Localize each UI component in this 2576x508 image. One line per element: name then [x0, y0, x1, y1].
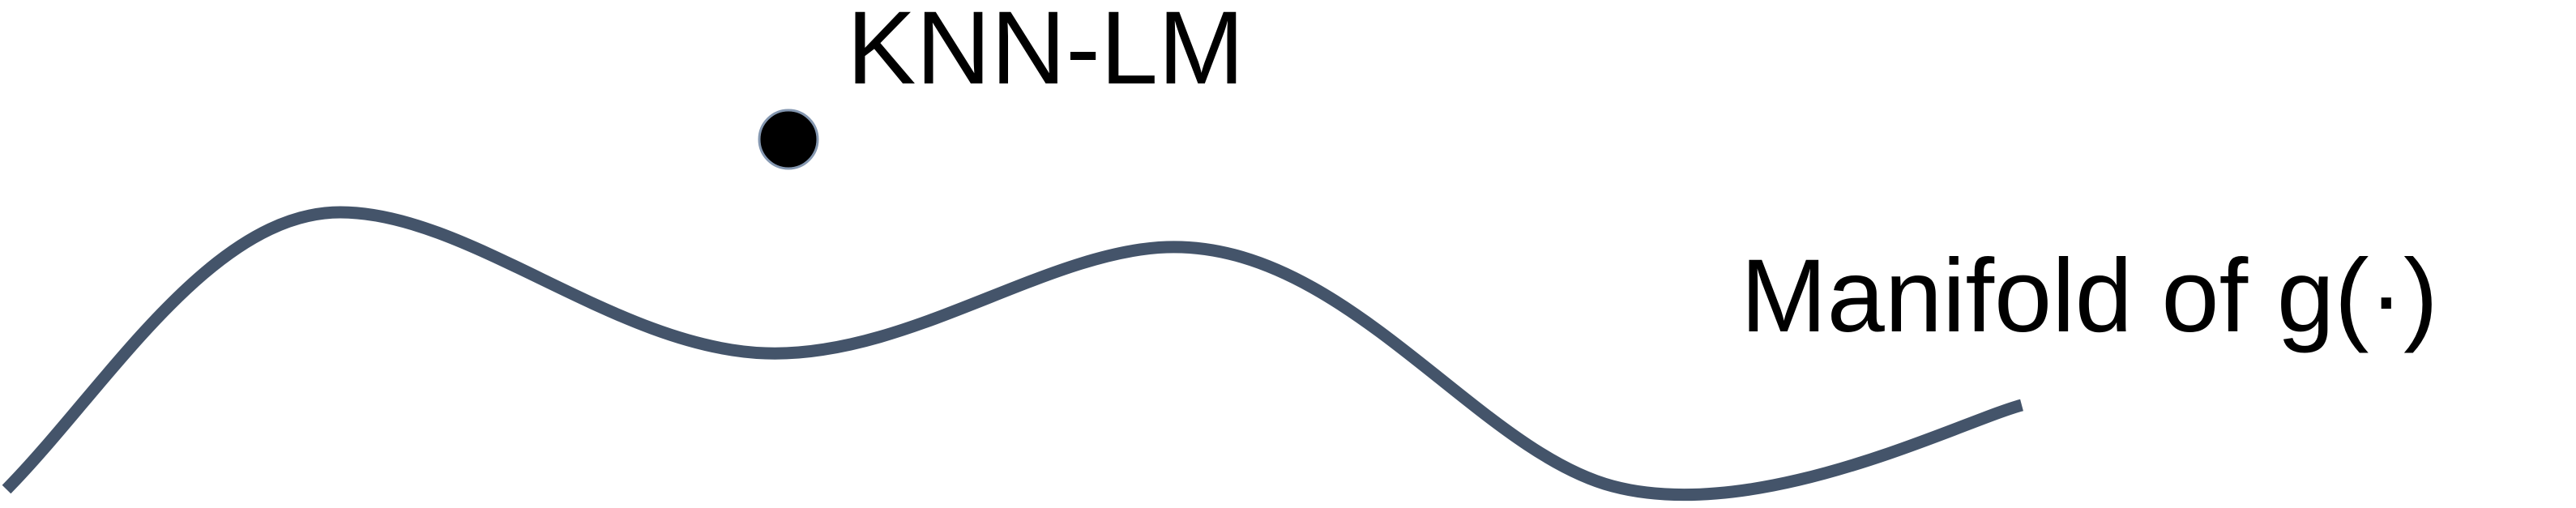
knn-lm-point [758, 109, 819, 170]
manifold-label: Manifold of g(·) [1741, 238, 2438, 354]
knn-lm-label: KNN-LM [847, 0, 1245, 106]
manifold-curve [2, 206, 2023, 502]
